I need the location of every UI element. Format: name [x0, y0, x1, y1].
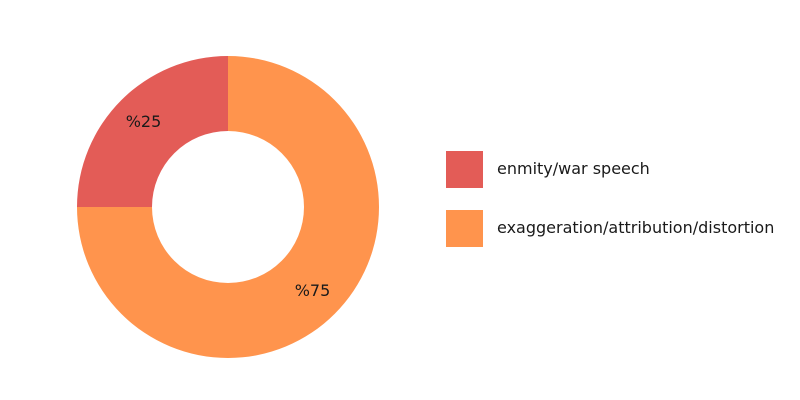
slice-labels: %25 %75 [126, 112, 331, 300]
legend: enmity/war speech exaggeration/attributio… [446, 151, 774, 247]
legend-swatch-1 [446, 151, 483, 188]
donut-slices [77, 56, 379, 358]
legend-label-1: enmity/war speech [497, 159, 650, 178]
legend-item-2: exaggeration/attribution/distortion [446, 210, 774, 247]
slice-label-2: %75 [295, 281, 331, 300]
legend-swatch-2 [446, 210, 483, 247]
donut-slice-2 [77, 56, 379, 358]
slice-label-1: %25 [126, 112, 162, 131]
legend-item-1: enmity/war speech [446, 151, 650, 188]
donut-slice-1 [77, 56, 228, 207]
legend-label-2: exaggeration/attribution/distortion [497, 218, 774, 237]
